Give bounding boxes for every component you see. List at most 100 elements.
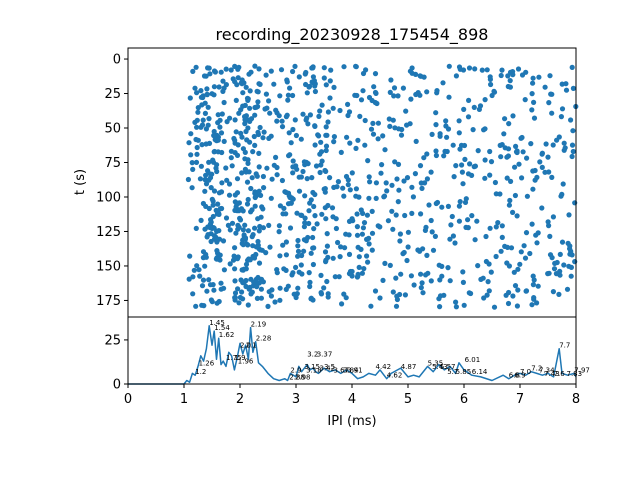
scatter-point	[366, 241, 372, 247]
peak-label: 3.18	[306, 366, 322, 374]
scatter-point	[345, 112, 351, 119]
scatter-point	[318, 272, 324, 278]
peak-label: 3.37	[317, 351, 333, 359]
scatter-point	[185, 176, 191, 183]
scatter-point	[397, 231, 403, 237]
scatter-point	[249, 234, 255, 240]
scatter-point	[457, 199, 463, 205]
scatter-point	[216, 84, 222, 90]
scatter-point	[206, 170, 212, 176]
scatter-point	[388, 77, 394, 83]
scatter-point	[322, 249, 329, 255]
scatter-point	[504, 244, 511, 250]
scatter-point	[200, 277, 207, 283]
scatter-point	[493, 253, 499, 260]
scatter-point	[367, 179, 373, 185]
scatter-point	[452, 240, 458, 246]
scatter-point	[220, 88, 226, 94]
scatter-point	[312, 88, 318, 95]
scatter-point	[243, 84, 249, 90]
scatter-point	[444, 148, 450, 155]
scatter-point	[304, 115, 310, 121]
peak-label: 7.0	[520, 368, 531, 376]
scatter-point	[387, 123, 393, 129]
scatter-point	[460, 279, 466, 285]
scatter-point	[207, 282, 214, 288]
scatter-point	[200, 255, 206, 261]
scatter-point	[204, 288, 210, 294]
scatter-point	[290, 158, 296, 164]
scatter-point	[193, 303, 199, 309]
scatter-point	[518, 249, 524, 255]
scatter-point	[223, 82, 229, 88]
scatter-point	[235, 66, 241, 72]
peak-label: 2.98	[295, 374, 311, 382]
scatter-point	[245, 228, 251, 234]
scatter-point	[521, 243, 527, 249]
scatter-point	[395, 93, 401, 99]
scatter-point	[450, 233, 456, 239]
scatter-point	[539, 150, 546, 156]
scatter-point	[323, 147, 329, 154]
scatter-point	[197, 176, 203, 182]
scatter-point	[216, 228, 222, 234]
scatter-point	[278, 67, 285, 73]
scatter-point	[550, 142, 556, 148]
scatter-point	[268, 293, 274, 299]
scatter-point	[474, 218, 480, 224]
scatter-point	[487, 225, 493, 231]
scatter-point	[229, 220, 236, 226]
scatter-point	[210, 213, 216, 220]
scatter-point	[366, 174, 372, 180]
scatter-point	[252, 104, 258, 111]
scatter-point	[381, 194, 387, 200]
scatter-point	[506, 121, 512, 127]
scatter-point	[210, 225, 217, 231]
scatter-point	[188, 152, 194, 158]
scatter-point	[409, 70, 415, 76]
scatter-point	[366, 235, 372, 241]
scatter-point	[457, 66, 463, 72]
scatter-point	[546, 223, 552, 229]
scatter-point	[445, 265, 451, 271]
scatter-point	[554, 259, 560, 266]
scatter-point	[221, 267, 227, 273]
scatter-point	[206, 159, 212, 165]
scatter-point	[198, 217, 204, 223]
scatter-point	[355, 137, 361, 143]
scatter-point	[511, 164, 518, 170]
scatter-point	[510, 113, 516, 119]
histogram-series-line	[128, 325, 577, 385]
scatter-point	[461, 106, 467, 112]
scatter-point	[411, 282, 417, 288]
scatter-point	[252, 112, 258, 118]
scatter-point	[323, 143, 330, 149]
scatter-point	[243, 241, 250, 247]
scatter-point	[286, 130, 292, 136]
scatter-point	[491, 88, 497, 94]
scatter-point	[214, 248, 220, 254]
scatter-point	[542, 84, 548, 90]
scatter-point	[310, 74, 316, 80]
scatter-point	[189, 160, 195, 166]
scatter-point	[420, 290, 426, 296]
scatter-point	[232, 192, 238, 198]
scatter-point	[395, 161, 402, 167]
scatter-point	[214, 300, 220, 306]
scatter-point	[310, 234, 316, 241]
scatter-point	[311, 226, 317, 232]
scatter-point	[261, 129, 267, 135]
scatter-point	[486, 288, 492, 294]
scatter-point	[203, 141, 209, 147]
scatter-point	[396, 187, 402, 193]
scatter-point	[471, 104, 477, 110]
scatter-point	[306, 270, 312, 276]
scatter-point	[471, 164, 477, 170]
scatter-point	[530, 80, 536, 86]
scatter-point	[256, 66, 262, 72]
scatter-point	[266, 222, 272, 228]
scatter-point	[194, 117, 200, 123]
scatter-point	[368, 126, 375, 132]
scatter-point	[400, 85, 406, 91]
scatter-point	[522, 255, 529, 261]
